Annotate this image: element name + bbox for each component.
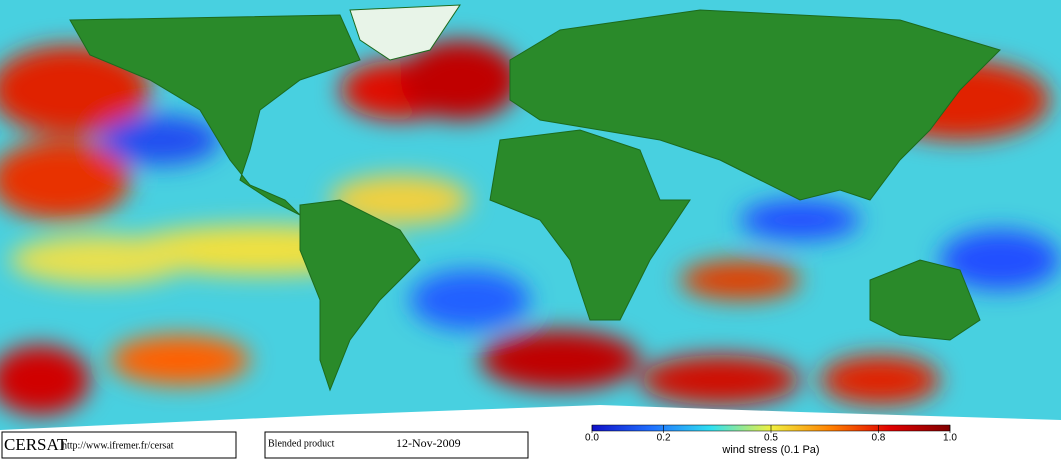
product-box (264, 431, 529, 459)
colorbar-label: wind stress (0.1 Pa) (721, 444, 819, 456)
colorbar-tick-label: 1.0 (943, 433, 957, 444)
south-america (299, 199, 421, 392)
north-america (69, 14, 361, 216)
colorbar-tick-label: 0.0 (585, 433, 599, 444)
land (69, 4, 1001, 392)
eurasia (509, 9, 1001, 201)
australia (869, 259, 981, 341)
logo: CERSAT (4, 435, 68, 454)
greenland (349, 4, 461, 61)
product: Blended product (268, 438, 335, 449)
colorbar-tick-label: 0.5 (764, 433, 778, 444)
date: 12-Nov-2009 (396, 436, 461, 450)
url: http://www.ifremer.fr/cersat (62, 440, 174, 451)
colorbar-tick-label: 0.8 (871, 433, 885, 444)
africa (489, 129, 691, 321)
colorbar-tick-label: 0.2 (657, 433, 671, 444)
logo-box (1, 431, 237, 459)
